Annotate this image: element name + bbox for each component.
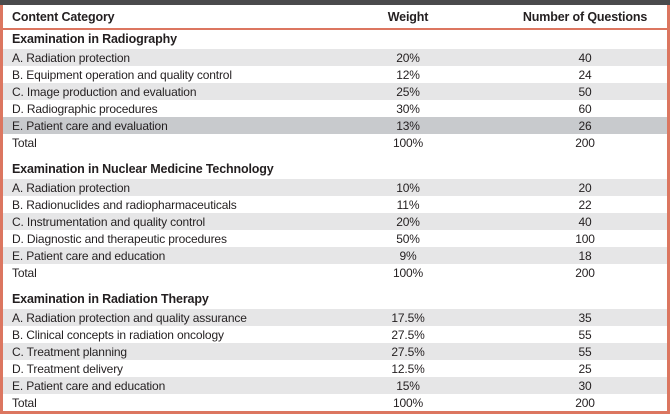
column-header-weight: Weight [387,9,429,24]
exam-section: Examination in Radiation Therapy A. Radi… [3,290,667,411]
column-header-number-of-questions: Number of Questions [522,9,648,24]
row-weight: 27.5% [391,327,425,342]
row-weight: 100% [392,265,424,280]
table-frame: Content Category Weight Number of Questi… [0,5,670,414]
row-weight: 25% [396,84,420,99]
table-row: A. Radiation protection 20% 40 [3,49,667,66]
row-questions: 20 [578,180,592,195]
row-weight: 100% [392,135,424,150]
row-weight: 30% [396,101,420,116]
row-questions: 50 [578,84,592,99]
row-weight: 17.5% [391,310,425,325]
table-row: Total 100% 200 [3,134,667,151]
table-row: D. Treatment delivery 12.5% 25 [3,360,667,377]
row-questions: 200 [575,395,595,410]
exam-section: Examination in Nuclear Medicine Technolo… [3,160,667,281]
table-header-row: Content Category Weight Number of Questi… [3,5,667,30]
row-weight: 15% [396,378,420,393]
table-row: Total 100% 200 [3,264,667,281]
column-header-content-category: Content Category [12,9,115,24]
table-row: B. Equipment operation and quality contr… [3,66,667,83]
row-questions: 22 [578,197,592,212]
row-category: D. Diagnostic and therapeutic procedures [12,231,227,246]
row-questions: 35 [578,310,592,325]
row-category: E. Patient care and education [12,378,166,393]
table-row: C. Treatment planning 27.5% 55 [3,343,667,360]
section-rows: A. Radiation protection 10% 20 B. Radion… [3,179,667,281]
row-questions: 200 [575,135,595,150]
sections: Examination in Radiography A. Radiation … [3,30,667,411]
row-category: Total [12,265,37,280]
row-weight: 13% [396,118,420,133]
section-rows: A. Radiation protection 20% 40 B. Equipm… [3,49,667,151]
row-weight: 12% [396,67,420,82]
row-weight: 12.5% [391,361,425,376]
row-category: D. Treatment delivery [12,361,123,376]
row-weight: 100% [392,395,424,410]
row-questions: 55 [578,327,592,342]
row-questions: 18 [578,248,592,263]
row-weight: 20% [396,214,420,229]
row-questions: 60 [578,101,592,116]
table-row: B. Clinical concepts in radiation oncolo… [3,326,667,343]
row-questions: 40 [578,214,592,229]
row-weight: 50% [396,231,420,246]
table-row: E. Patient care and evaluation 13% 26 [3,117,667,134]
row-category: Total [12,135,37,150]
row-weight: 27.5% [391,344,425,359]
row-category: A. Radiation protection and quality assu… [12,310,247,325]
row-weight: 10% [396,180,420,195]
section-title: Examination in Radiation Therapy [12,292,209,306]
row-questions: 26 [578,118,592,133]
table-row: A. Radiation protection 10% 20 [3,179,667,196]
row-category: A. Radiation protection [12,50,130,65]
row-weight: 20% [396,50,420,65]
row-category: D. Radiographic procedures [12,101,158,116]
row-weight: 11% [396,197,420,212]
row-questions: 30 [578,378,592,393]
row-category: C. Instrumentation and quality control [12,214,206,229]
row-category: Total [12,395,37,410]
row-questions: 40 [578,50,592,65]
table-row: D. Diagnostic and therapeutic procedures… [3,230,667,247]
row-category: A. Radiation protection [12,180,130,195]
row-category: C. Treatment planning [12,344,127,359]
row-questions: 100 [575,231,595,246]
row-category: C. Image production and evaluation [12,84,197,99]
table-row: B. Radionuclides and radiopharmaceutical… [3,196,667,213]
top-bar [0,0,670,5]
exam-section: Examination in Radiography A. Radiation … [3,30,667,151]
row-weight: 9% [399,248,417,263]
section-title: Examination in Radiography [12,32,177,46]
section-rows: A. Radiation protection and quality assu… [3,309,667,411]
table-row: D. Radiographic procedures 30% 60 [3,100,667,117]
table-row: C. Instrumentation and quality control 2… [3,213,667,230]
row-questions: 24 [578,67,592,82]
row-category: B. Equipment operation and quality contr… [12,67,232,82]
table-row: E. Patient care and education 9% 18 [3,247,667,264]
row-questions: 25 [578,361,592,376]
row-category: E. Patient care and evaluation [12,118,168,133]
table-row: Total 100% 200 [3,394,667,411]
section-title: Examination in Nuclear Medicine Technolo… [12,162,274,176]
row-category: B. Clinical concepts in radiation oncolo… [12,327,224,342]
row-questions: 200 [575,265,595,280]
table-row: A. Radiation protection and quality assu… [3,309,667,326]
row-category: B. Radionuclides and radiopharmaceutical… [12,197,237,212]
table-row: C. Image production and evaluation 25% 5… [3,83,667,100]
row-category: E. Patient care and education [12,248,166,263]
table-row: E. Patient care and education 15% 30 [3,377,667,394]
row-questions: 55 [578,344,592,359]
